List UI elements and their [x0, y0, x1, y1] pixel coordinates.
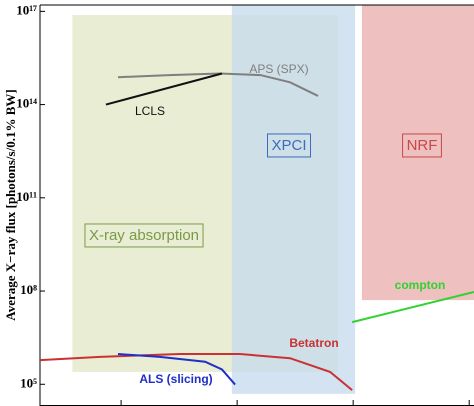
y-tick-label: 10⁸: [20, 282, 37, 297]
series-line: [39, 353, 353, 391]
region: [231, 5, 356, 394]
y-tick-label: 10⁵: [20, 375, 37, 390]
y-tick-label: 10¹⁷: [16, 2, 37, 17]
region-label-box: [402, 133, 442, 158]
region-label-box: [266, 133, 312, 158]
y-tick-label: 10¹¹: [16, 189, 37, 204]
series-label: compton: [395, 278, 446, 292]
y-tick-label: 10¹⁴: [16, 96, 37, 111]
series-line: [351, 291, 474, 324]
region-label: NRF: [407, 137, 438, 154]
series-line: [105, 72, 223, 106]
series-label: Betatron: [289, 336, 338, 350]
region-label: XPCI: [271, 137, 306, 154]
region-label-box: [84, 223, 204, 248]
plot: X-ray absorption XPCI NRF 10⁵ 10⁸ 10¹¹ 10¹⁴ 10¹…: [16, 2, 474, 406]
region-label: X-ray absorption: [89, 227, 199, 244]
series-label: APS (SPX): [249, 62, 308, 76]
series-label: ALS (slicing): [139, 372, 212, 386]
series-line: [117, 353, 236, 386]
region: [361, 5, 474, 301]
series-line: [117, 72, 319, 97]
series-label: LCLS: [135, 104, 165, 118]
y-axis-title: Average X−ray flux [photons/s/0.1% BW]: [3, 89, 18, 320]
